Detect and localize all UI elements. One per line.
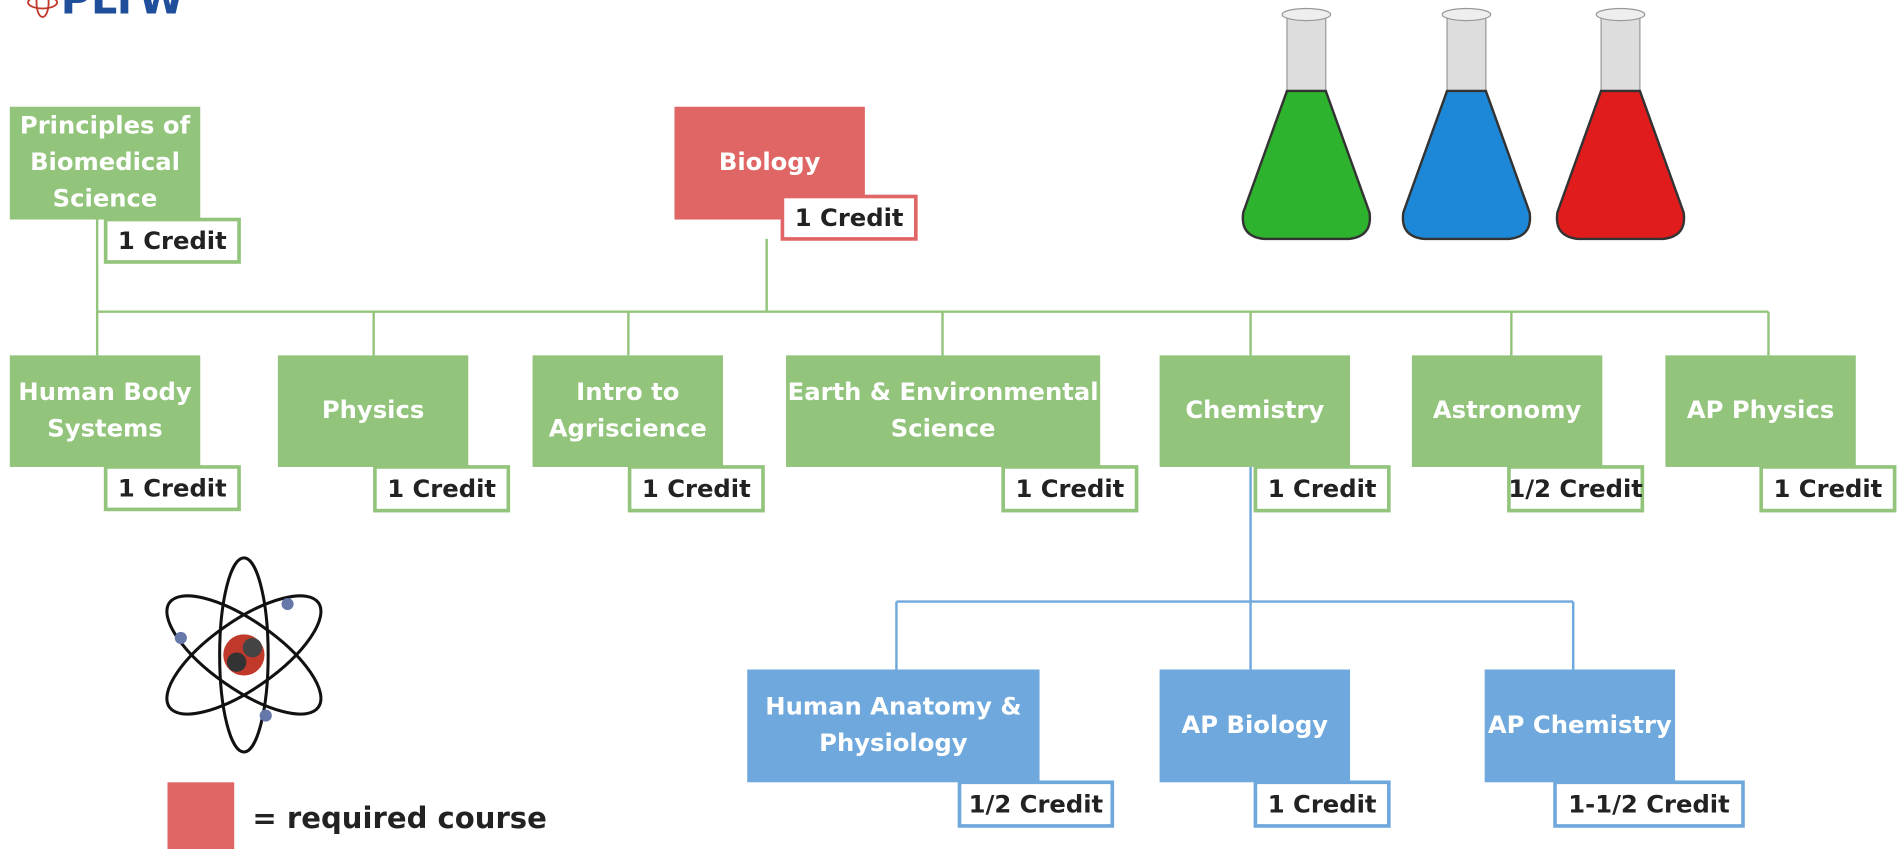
course-label: AP Biology	[1182, 710, 1329, 739]
credit-label: 1 Credit	[1268, 789, 1377, 818]
page: PLTW = required course Principles of Biom…	[0, 0, 1902, 849]
credit-label: 1 Credit	[387, 474, 496, 503]
course-label: AP Physics	[1687, 395, 1834, 424]
course-label: Agriscience	[549, 413, 707, 442]
course-label: Earth & Environmental	[788, 377, 1099, 406]
course-node: AP Biology 1 Credit	[1160, 669, 1389, 825]
credit-label: 1-1/2 Credit	[1568, 789, 1730, 818]
atom	[150, 558, 338, 752]
course-label: Principles of	[20, 111, 191, 140]
course-node: Physics 1 Credit	[278, 355, 508, 510]
legend-swatch	[167, 782, 234, 849]
course-label: AP Chemistry	[1488, 710, 1672, 739]
course-node: Human Body Systems 1 Credit	[10, 355, 239, 509]
course-node: Chemistry 1 Credit	[1160, 355, 1389, 510]
credit-label: 1 Credit	[1015, 474, 1124, 503]
course-label: Chemistry	[1185, 395, 1324, 424]
course-label: Human Body	[18, 377, 191, 406]
course-node: AP Physics 1 Credit	[1665, 355, 1894, 510]
logo: PLTW	[61, 0, 184, 23]
course-label: Physiology	[819, 728, 968, 757]
course-label: Human Anatomy &	[765, 692, 1021, 721]
course-label: Systems	[47, 413, 162, 442]
course-label: Biology	[719, 147, 821, 176]
legend-text: = required course	[252, 801, 546, 835]
course-box	[747, 669, 1039, 782]
course-node: Principles of Biomedical Science 1 Credit	[10, 107, 239, 262]
course-label: Science	[891, 413, 996, 442]
course-box	[786, 355, 1100, 467]
course-node: Human Anatomy & Physiology 1/2 Credit	[747, 669, 1112, 825]
credit-label: 1/2 Credit	[969, 789, 1104, 818]
course-node: Intro to Agriscience 1 Credit	[533, 355, 763, 510]
credit-label: 1 Credit	[642, 474, 751, 503]
course-box	[533, 355, 723, 467]
diagram: PLTW = required course Principles of Biom…	[0, 0, 1902, 849]
credit-label: 1 Credit	[795, 203, 904, 232]
credit-label: 1/2 Credit	[1508, 474, 1643, 503]
credit-label: 1 Credit	[1773, 474, 1882, 503]
course-label: Biomedical	[30, 147, 180, 176]
flasks	[1243, 8, 1684, 238]
credit-label: 1 Credit	[118, 473, 227, 502]
logo-icon	[28, 0, 57, 17]
course-label: Science	[53, 184, 158, 213]
course-label: Intro to	[576, 377, 679, 406]
course-node: AP Chemistry 1-1/2 Credit	[1485, 669, 1743, 825]
course-node: Earth & Environmental Science 1 Credit	[786, 355, 1137, 510]
course-label: Physics	[322, 395, 424, 424]
credit-label: 1 Credit	[118, 226, 227, 255]
course-node: Astronomy 1/2 Credit	[1412, 355, 1643, 510]
connectors-blue	[896, 467, 1573, 670]
credit-label: 1 Credit	[1268, 474, 1377, 503]
course-box	[10, 355, 200, 467]
course-node: Biology 1 Credit	[674, 107, 915, 239]
connectors	[97, 220, 1768, 356]
course-label: Astronomy	[1433, 395, 1582, 424]
